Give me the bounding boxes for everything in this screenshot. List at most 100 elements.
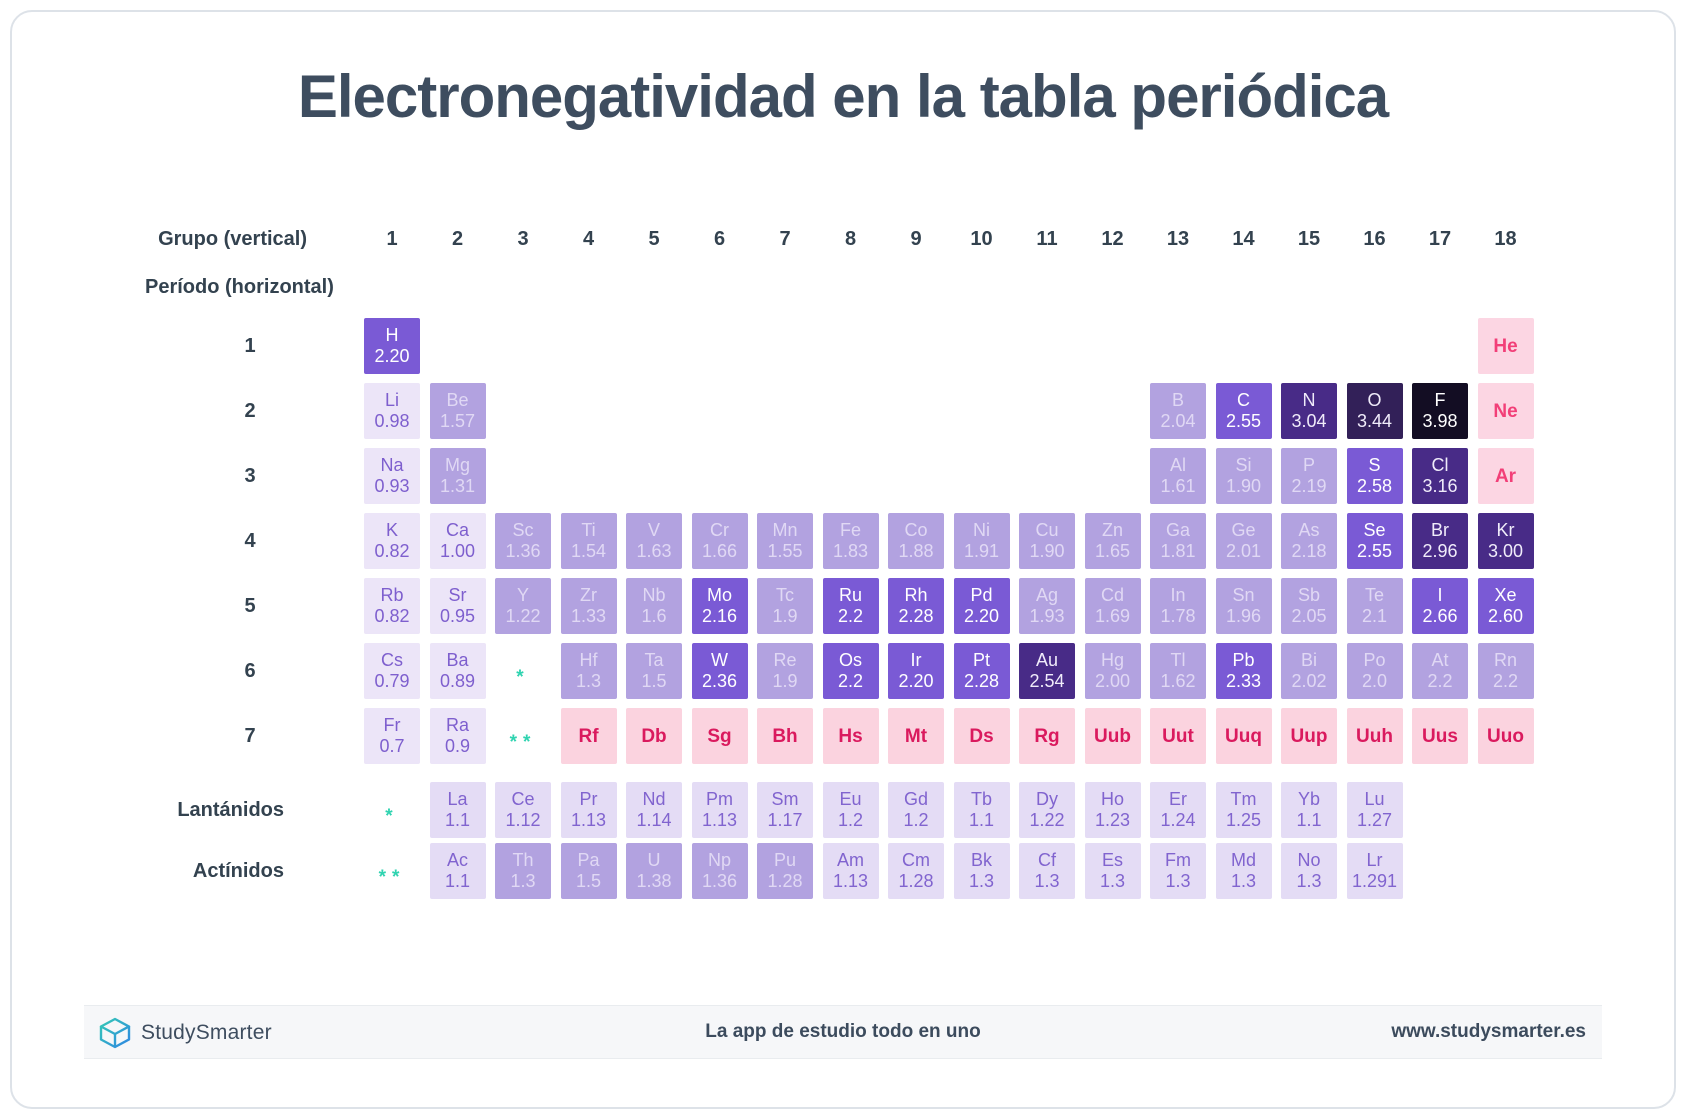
electronegativity-value: 0.82 — [374, 541, 410, 561]
electronegativity-value: 1.28 — [767, 871, 803, 891]
group-number-6: 6 — [713, 228, 726, 250]
element-cell-Si: Si 1.90 — [1215, 448, 1272, 504]
element-cell-Sn: Sn 1.96 — [1215, 578, 1272, 634]
group-number-15: 15 — [1297, 228, 1321, 250]
electronegativity-value: 1.5 — [641, 671, 667, 691]
element-cell-Tm: Tm 1.25 — [1215, 782, 1272, 838]
element-symbol: Cs — [381, 650, 403, 670]
element-cell-Rh: Rh 2.28 — [888, 578, 944, 634]
element-cell-Np: Np 1.36 — [691, 843, 748, 899]
element-cell-Zr: Zr 1.33 — [560, 578, 617, 634]
element-symbol: V — [647, 520, 660, 540]
element-symbol: Am — [837, 850, 864, 870]
element-cell-Lr: Lr 1.291 — [1346, 843, 1403, 899]
element-symbol: Ho — [1100, 789, 1124, 809]
group-axis-label: Grupo (vertical) — [158, 228, 307, 250]
electronegativity-value: 2.36 — [701, 671, 738, 691]
element-cell-Au: Au 2.54 — [1019, 643, 1075, 699]
element-symbol: Uub — [1094, 725, 1131, 747]
element-cell-As: As 2.18 — [1281, 513, 1337, 569]
element-symbol: Ge — [1231, 520, 1256, 540]
electronegativity-value: 2.28 — [898, 606, 934, 626]
element-cell-Be: Be 1.57 — [429, 383, 486, 439]
element-symbol: Sc — [512, 520, 534, 540]
element-symbol: Tb — [970, 789, 992, 809]
electronegativity-value: 1.2 — [837, 810, 864, 830]
element-symbol: Cd — [1100, 585, 1124, 605]
element-symbol: Zr — [580, 585, 597, 605]
element-symbol: Sb — [1297, 585, 1321, 605]
electronegativity-value: 1.88 — [898, 541, 934, 561]
electronegativity-value: 1.91 — [963, 541, 1000, 561]
element-symbol: Ds — [969, 725, 994, 747]
element-cell-Rf: Rf — [560, 708, 617, 764]
element-symbol: Rh — [904, 585, 928, 605]
element-cell-Na: Na 0.93 — [364, 448, 420, 504]
element-cell-Tc: Tc 1.9 — [757, 578, 813, 634]
element-cell-Tl: Tl 1.62 — [1150, 643, 1206, 699]
element-symbol: Xe — [1494, 585, 1517, 605]
element-symbol: Ru — [838, 585, 862, 605]
element-cell-No: No 1.3 — [1281, 843, 1337, 899]
element-symbol: Er — [1169, 789, 1187, 809]
element-symbol: Cl — [1431, 455, 1449, 475]
electronegativity-value: 1.13 — [832, 871, 869, 891]
electronegativity-value: 2.1 — [1361, 606, 1388, 626]
electronegativity-value: 1.3 — [968, 871, 995, 891]
element-cell-Li: Li 0.98 — [364, 383, 420, 439]
electronegativity-value: 2.2 — [837, 606, 864, 626]
element-symbol: H — [385, 325, 399, 345]
element-cell-Gd: Gd 1.2 — [888, 782, 944, 838]
element-cell-Rn: Rn 2.2 — [1477, 643, 1534, 699]
electronegativity-value: 1.22 — [1029, 810, 1065, 830]
element-cell-Bh: Bh — [757, 708, 813, 764]
element-cell-Bk: Bk 1.3 — [953, 843, 1010, 899]
electronegativity-value: 2.55 — [1225, 411, 1262, 431]
group-number-10: 10 — [970, 228, 993, 250]
electronegativity-value: 2.58 — [1356, 476, 1393, 496]
element-cell-V: V 1.63 — [626, 513, 682, 569]
period-number-1: 1 — [244, 335, 256, 357]
element-symbol: Fe — [839, 520, 861, 540]
element-symbol: Cu — [1035, 520, 1059, 540]
element-cell-Ti: Ti 1.54 — [560, 513, 617, 569]
lanthanides-label: Lantánidos — [177, 799, 284, 821]
element-cell-Pa: Pa 1.5 — [560, 843, 617, 899]
electronegativity-value: 0.95 — [439, 606, 476, 626]
group-number-8: 8 — [844, 228, 857, 250]
element-cell-Fr: Fr 0.7 — [364, 708, 420, 764]
footer-url: www.studysmarter.es — [1391, 1021, 1586, 1042]
electronegativity-value: 2.60 — [1487, 606, 1524, 626]
element-cell-Mn: Mn 1.55 — [757, 513, 813, 569]
element-cell-B: B 2.04 — [1150, 383, 1206, 439]
element-cell-H: H 2.20 — [364, 318, 420, 374]
element-cell-Mg: Mg 1.31 — [429, 448, 486, 504]
element-symbol: U — [647, 850, 661, 870]
electronegativity-value: 2.20 — [963, 606, 1000, 626]
element-symbol: Te — [1364, 585, 1384, 605]
element-cell-Os: Os 2.2 — [822, 643, 879, 699]
element-symbol: S — [1368, 455, 1381, 475]
electronegativity-value: 3.04 — [1291, 411, 1327, 431]
element-cell-In: In 1.78 — [1150, 578, 1206, 634]
group-number-18: 18 — [1494, 228, 1517, 250]
electronegativity-value: 1.3 — [575, 671, 602, 691]
electronegativity-value: 0.7 — [379, 736, 405, 756]
element-cell-P: P 2.19 — [1281, 448, 1337, 504]
element-symbol: Bk — [970, 850, 992, 870]
element-symbol: Hf — [579, 650, 598, 670]
group-number-5: 5 — [648, 228, 660, 250]
element-cell-Xe: Xe 2.60 — [1477, 578, 1534, 634]
element-symbol: Rf — [578, 725, 599, 747]
element-cell-Ba: Ba 0.89 — [429, 643, 486, 699]
element-symbol: Ac — [446, 850, 468, 870]
element-cell-Re: Re 1.9 — [757, 643, 813, 699]
element-cell-La: La 1.1 — [429, 782, 486, 838]
period-axis-label: Período (horizontal) — [145, 276, 334, 298]
element-cell-Ag: Ag 1.93 — [1019, 578, 1075, 634]
element-symbol: B — [1171, 390, 1184, 410]
element-cell-Ta: Ta 1.5 — [626, 643, 682, 699]
element-symbol: Uut — [1162, 725, 1194, 747]
footer-tagline: La app de estudio todo en uno — [705, 1021, 981, 1042]
element-symbol: Sn — [1232, 585, 1255, 605]
